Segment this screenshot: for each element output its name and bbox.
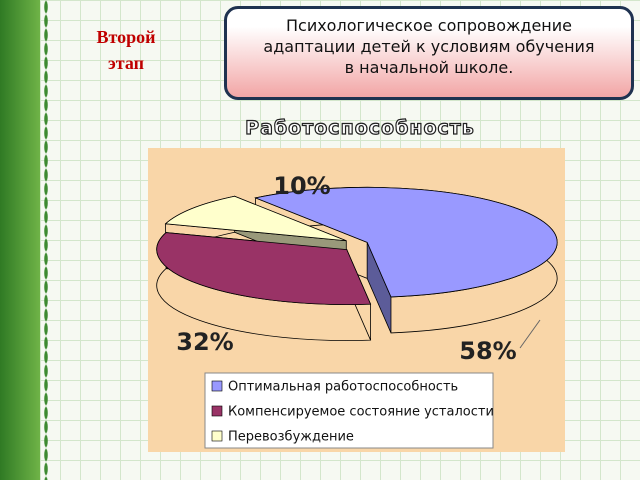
chart-title: Работоспособность [245, 117, 475, 139]
legend-label: Перевозбуждение [228, 430, 354, 445]
leader-line [519, 319, 541, 349]
legend-swatch [211, 430, 223, 442]
side-dots [44, 0, 48, 480]
legend-swatch [211, 380, 223, 392]
pie-slice [156, 232, 372, 305]
legend [204, 372, 494, 449]
legend-label: Оптимальная работоспособность [228, 380, 458, 395]
legend-label: Компенсируемое состояние усталости [228, 405, 494, 420]
stage-label: Второй этап [96, 27, 156, 73]
pie-slice [164, 195, 347, 242]
data-label: 58% [459, 337, 516, 365]
side-strip [0, 0, 40, 480]
slide-heading: Психологическое сопровождение адаптации … [224, 6, 634, 100]
legend-swatch [211, 405, 223, 417]
pie-slice [254, 186, 558, 298]
data-label: 10% [273, 172, 330, 200]
data-label: 32% [176, 328, 233, 356]
